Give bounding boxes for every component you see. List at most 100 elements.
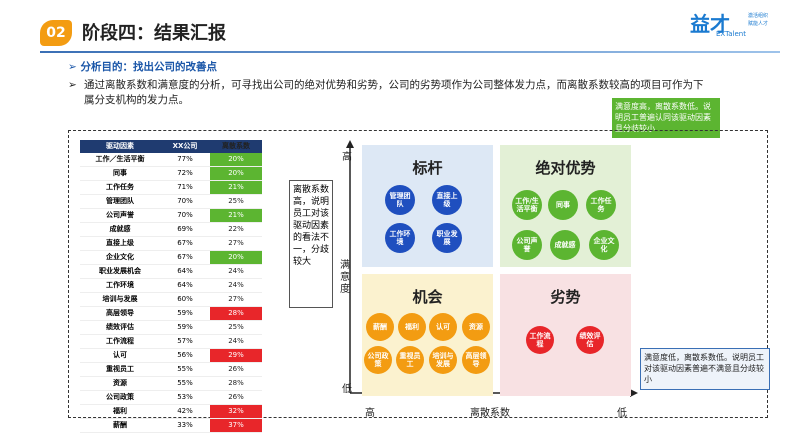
quadrant-title: 劣势: [550, 288, 581, 306]
table-cell: 26%: [228, 393, 244, 401]
driver-table: 驱动因素 XX公司 离散系数工作／生活平衡 77% 20% 同事 72% 20% 工作任务 71%…: [80, 140, 262, 433]
table-cell: 24%: [228, 337, 244, 345]
bullet: ➢ 分析目的：找出公司的改善点: [68, 61, 217, 73]
table-cell: 工作／生活平衡: [95, 155, 145, 163]
table-row: 高层领导 59% 28%: [80, 307, 262, 321]
table-cell: 26%: [228, 365, 244, 373]
table-cell: 工作流程: [106, 337, 134, 345]
table-row: 重视员工 55% 26%: [80, 363, 262, 377]
table-cell: 71%: [177, 183, 193, 191]
table-cell: 同事: [113, 169, 127, 177]
table-cell: 管理团队: [106, 197, 134, 205]
x-high: 高: [365, 408, 375, 419]
table-cell: 69%: [177, 225, 193, 233]
driver-circle: 重视员工: [396, 346, 424, 374]
column-header: 离散系数: [222, 142, 250, 150]
driver-circle: 同事: [548, 190, 578, 220]
driver-circle: 高层领导: [462, 346, 490, 374]
driver-circle: 工作/生活平衡: [512, 190, 542, 220]
quadrant-title: 机会: [412, 288, 443, 306]
header-rule: [40, 51, 780, 53]
table-cell: 33%: [177, 421, 193, 429]
table-row: 工作／生活平衡 77% 20%: [80, 153, 262, 167]
y-low: 低: [342, 384, 352, 395]
quadrant-title: 绝对优势: [535, 159, 596, 177]
driver-circle: 认可: [429, 313, 457, 341]
table-cell: 55%: [177, 365, 193, 373]
table-cell: 70%: [177, 197, 193, 205]
table-cell: 工作环境: [106, 281, 134, 289]
table-row: 管理团队 70% 25%: [80, 195, 262, 209]
section-badge: 02: [40, 20, 72, 46]
table-row: 薪酬 33% 37%: [80, 419, 262, 433]
slide-title: 阶段四：结果汇报: [82, 23, 226, 44]
table-cell: 53%: [177, 393, 193, 401]
driver-circle: 薪酬: [366, 313, 394, 341]
driver-circle: 福利: [398, 313, 426, 341]
table-cell: 60%: [177, 295, 193, 303]
driver-circle: 绩效评估: [576, 326, 604, 354]
table-cell: 28%: [210, 307, 262, 320]
table-cell: 直接上级: [106, 239, 134, 247]
table-cell: 高层领导: [106, 309, 134, 317]
x-arrow: [630, 389, 638, 397]
callout-dispersion: 离散系数高，说明员工对该驱动因素的看法不一，分歧较大: [289, 180, 333, 308]
y-high: 高: [342, 152, 352, 163]
table-cell: 薪酬: [113, 421, 127, 429]
table-cell: 42%: [177, 407, 193, 415]
quadrant: 劣势 工作流程 绩效评估: [500, 274, 631, 396]
table-cell: 28%: [228, 379, 244, 387]
driver-circle: 企业文化: [589, 230, 619, 260]
table-row: 同事 72% 20%: [80, 167, 262, 181]
table-cell: 绩效评估: [106, 323, 134, 331]
y-arrow: [346, 140, 354, 148]
column-header: 驱动因素: [106, 142, 134, 150]
callout-weakness: 满意度低，离散系数低。说明员工对该驱动因素普遍不满意且分歧较小: [640, 348, 770, 390]
table-cell: 67%: [177, 253, 193, 261]
table-row: 认可 56% 29%: [80, 349, 262, 363]
table-row: 绩效评估 59% 25%: [80, 321, 262, 335]
driver-circle: 工作任务: [586, 190, 616, 220]
dashed-frame: [68, 130, 768, 418]
table-cell: 工作任务: [106, 183, 134, 191]
table-row: 培训与发展 60% 27%: [80, 293, 262, 307]
table-cell: 29%: [210, 349, 262, 362]
table-cell: 27%: [228, 295, 244, 303]
table-cell: 成就感: [109, 225, 131, 233]
table-cell: 培训与发展: [102, 295, 138, 303]
table-cell: 72%: [177, 169, 193, 177]
logo-brand: EXTalent: [716, 30, 746, 38]
quadrant: 绝对优势 工作/生活平衡 同事 工作任务 公司声誉 成就感 企业文化: [500, 145, 631, 267]
table-row: 公司政策 53% 26%: [80, 391, 262, 405]
table-row: 福利 42% 32%: [80, 405, 262, 419]
table-cell: 64%: [177, 267, 193, 275]
table-cell: 公司政策: [106, 393, 134, 401]
driver-circle: 资源: [462, 313, 490, 341]
table-cell: 25%: [228, 197, 244, 205]
column-header: XX公司: [172, 142, 198, 150]
x-low: 低: [617, 408, 627, 419]
logo-name: 益才: [690, 12, 730, 36]
table-row: 成就感 69% 22%: [80, 223, 262, 237]
table-row: 工作任务 71% 21%: [80, 181, 262, 195]
table-cell: 资源: [113, 379, 127, 387]
table-cell: 59%: [177, 309, 193, 317]
table-cell: 企业文化: [106, 253, 134, 261]
quadrant: 机会 薪酬 福利 认可 资源 公司政策 重视员工 培训与发展 高层领导: [362, 274, 493, 396]
driver-circle: 公司声誉: [512, 230, 542, 260]
table-row: 工作流程 57% 24%: [80, 335, 262, 349]
table-cell: 公司声誉: [106, 211, 134, 219]
table-cell: 56%: [177, 351, 193, 359]
table-cell: 20%: [210, 153, 262, 166]
driver-circle: 培训与发展: [429, 346, 457, 374]
table-cell: 32%: [210, 405, 262, 418]
bullet-text: 通过离散系数和满意度的分析，可寻找出公司的绝对优势和劣势，公司的劣势项作为公司整…: [84, 79, 704, 106]
y-label: 满意度: [340, 260, 350, 295]
table-cell: 20%: [210, 167, 262, 180]
quadrant: 标杆 管理团队 直接上级 工作环境 职业发展: [362, 145, 493, 267]
driver-circle: 职业发展: [432, 223, 462, 253]
table-row: 企业文化 67% 20%: [80, 251, 262, 265]
table-row: 职业发展机会 64% 24%: [80, 265, 262, 279]
table-row: 公司声誉 70% 21%: [80, 209, 262, 223]
